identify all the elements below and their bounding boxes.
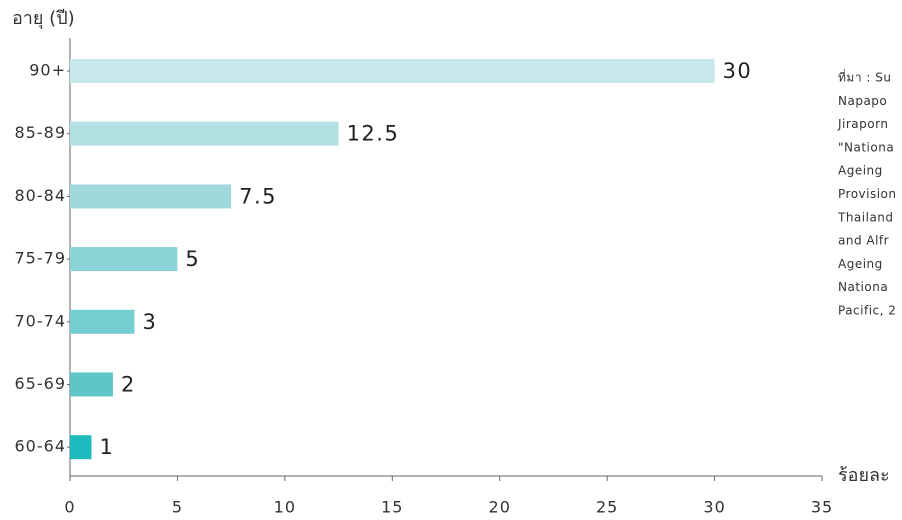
bar bbox=[70, 372, 113, 397]
source-line: Thailand bbox=[837, 210, 894, 224]
source-line: Provision bbox=[838, 187, 897, 201]
source-line: Nationa bbox=[838, 280, 888, 294]
value-label: 7.5 bbox=[239, 184, 277, 208]
bar bbox=[70, 59, 715, 83]
y-tick-label: 65-69 bbox=[15, 374, 67, 393]
source-line: Ageing bbox=[838, 164, 883, 178]
source-line: Jiraporn bbox=[837, 117, 888, 131]
value-label: 2 bbox=[121, 373, 136, 397]
x-tick-label: 20 bbox=[489, 498, 511, 517]
x-tick-label: 15 bbox=[381, 498, 403, 517]
source-line: Pacific, 2 bbox=[838, 304, 896, 318]
value-label: 30 bbox=[723, 59, 753, 83]
value-label: 1 bbox=[99, 435, 114, 459]
y-tick-label: 60-64 bbox=[15, 437, 67, 456]
y-tick-label: 80-84 bbox=[15, 186, 67, 205]
y-tick-label: 75-79 bbox=[15, 249, 67, 268]
value-label: 12.5 bbox=[347, 122, 400, 146]
x-tick-label: 10 bbox=[274, 498, 296, 517]
x-tick-label: 25 bbox=[596, 498, 618, 517]
value-label: 3 bbox=[142, 310, 157, 334]
y-tick-label: 70-74 bbox=[15, 311, 67, 330]
x-tick-label: 0 bbox=[64, 498, 75, 517]
bar bbox=[70, 435, 92, 460]
bar bbox=[70, 121, 339, 146]
source-line: Napapo bbox=[838, 94, 887, 108]
bar bbox=[70, 247, 178, 272]
y-tick-label: 85-89 bbox=[15, 123, 67, 142]
y-axis-label: อายุ (ปี) bbox=[12, 8, 75, 29]
bar bbox=[70, 184, 232, 209]
x-axis-label: ร้อยละ bbox=[838, 465, 890, 486]
source-line: Ageing bbox=[838, 257, 883, 271]
y-tick-label: 90+ bbox=[29, 61, 66, 80]
x-tick-label: 30 bbox=[703, 498, 725, 517]
bar bbox=[70, 309, 135, 334]
source-line: ที่มา : Su bbox=[838, 69, 891, 85]
value-label: 5 bbox=[185, 247, 200, 271]
x-tick-label: 5 bbox=[172, 498, 183, 517]
x-tick-label: 35 bbox=[811, 498, 833, 517]
source-line: "Nationa bbox=[838, 140, 894, 154]
source-line: and Alfr bbox=[838, 234, 889, 248]
